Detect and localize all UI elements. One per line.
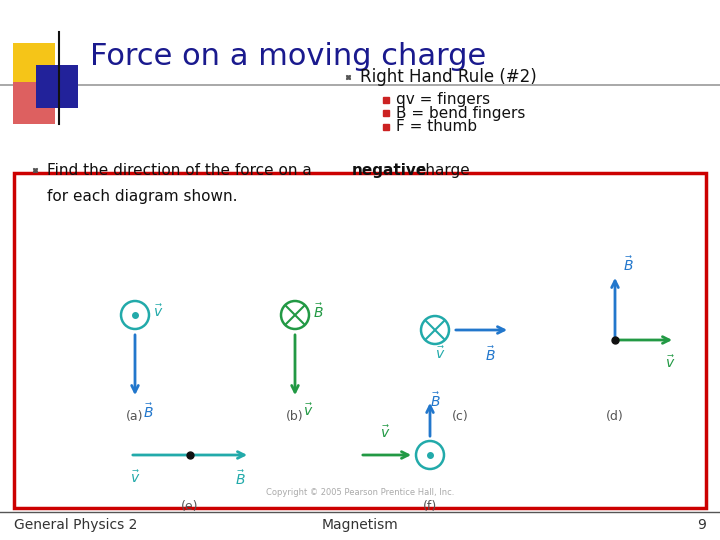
Text: $\vec{B}$: $\vec{B}$: [430, 392, 441, 410]
Text: Copyright © 2005 Pearson Prentice Hall, Inc.: Copyright © 2005 Pearson Prentice Hall, …: [266, 488, 454, 497]
Text: 9: 9: [697, 518, 706, 532]
Text: $\vec{B}$: $\vec{B}$: [235, 469, 246, 488]
Text: Find the direction of the force on a: Find the direction of the force on a: [47, 163, 316, 178]
Text: Right Hand Rule (#2): Right Hand Rule (#2): [360, 68, 536, 86]
Text: $\vec{v}$: $\vec{v}$: [435, 345, 445, 362]
Text: B = bend fingers: B = bend fingers: [396, 106, 526, 121]
Text: Force on a moving charge: Force on a moving charge: [90, 42, 486, 71]
Text: (a): (a): [126, 410, 144, 423]
Text: (c): (c): [451, 410, 469, 423]
Text: $\vec{v}$: $\vec{v}$: [303, 402, 313, 418]
Text: Magnetism: Magnetism: [322, 518, 398, 532]
Text: $\vec{B}$: $\vec{B}$: [143, 402, 153, 421]
Text: (b): (b): [286, 410, 304, 423]
Bar: [14, 173, 706, 508]
Text: $\vec{B}$: $\vec{B}$: [623, 255, 634, 274]
Text: General Physics 2: General Physics 2: [14, 518, 138, 532]
Text: $\vec{v}$: $\vec{v}$: [130, 469, 140, 485]
Text: $\vec{v}$: $\vec{v}$: [380, 424, 390, 441]
Text: charge: charge: [412, 163, 469, 178]
Text: $\vec{B}$: $\vec{B}$: [485, 345, 495, 363]
Bar: [13, 43, 55, 84]
Text: $\vec{v}$: $\vec{v}$: [665, 354, 675, 370]
Text: (d): (d): [606, 410, 624, 423]
Text: qv = fingers: qv = fingers: [396, 92, 490, 107]
Text: F = thumb: F = thumb: [396, 119, 477, 134]
Text: (e): (e): [181, 500, 199, 513]
Text: $\vec{B}$: $\vec{B}$: [313, 303, 324, 321]
Bar: [36, 65, 78, 108]
Text: for each diagram shown.: for each diagram shown.: [47, 188, 238, 204]
Text: (f): (f): [423, 500, 437, 513]
Text: negative: negative: [352, 163, 427, 178]
Bar: [13, 82, 55, 124]
Text: $\vec{v}$: $\vec{v}$: [153, 303, 163, 320]
